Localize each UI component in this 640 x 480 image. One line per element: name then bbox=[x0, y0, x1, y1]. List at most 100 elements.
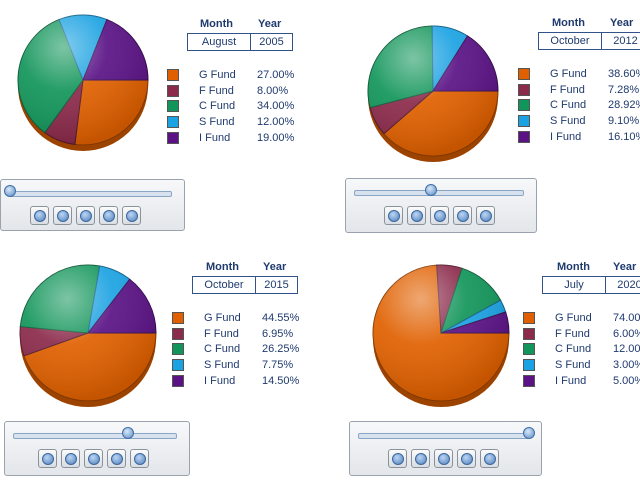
legend-label: I Fund bbox=[204, 374, 236, 387]
last-button[interactable] bbox=[130, 449, 149, 468]
last-button[interactable] bbox=[480, 449, 499, 468]
legend-item: S Fund 12.00% bbox=[167, 116, 297, 130]
first-button[interactable] bbox=[388, 449, 407, 468]
legend-swatch bbox=[518, 99, 530, 112]
timeline-slider[interactable] bbox=[358, 433, 529, 439]
month-header: Month bbox=[206, 261, 239, 273]
rewind-icon bbox=[414, 452, 427, 465]
timeline-slider[interactable] bbox=[354, 190, 524, 196]
rewind-icon bbox=[56, 209, 69, 222]
date-display: August 2005 bbox=[187, 33, 293, 51]
legend-value: 19.00% bbox=[257, 131, 295, 144]
timeline-thumb[interactable] bbox=[523, 427, 535, 439]
legend-label: G Fund bbox=[555, 312, 592, 324]
rewind-button[interactable] bbox=[407, 206, 426, 225]
month-value: October bbox=[193, 277, 256, 293]
legend-value: 8.00% bbox=[257, 84, 289, 97]
timeline-thumb[interactable] bbox=[4, 185, 16, 197]
legend-value: 28.92% bbox=[608, 99, 640, 112]
year-header: Year bbox=[258, 18, 282, 30]
legend-value: 44.55% bbox=[262, 312, 300, 324]
rewind-button[interactable] bbox=[53, 206, 72, 225]
legend-item: I Fund 16.10% bbox=[518, 130, 640, 145]
pie-gloss bbox=[18, 15, 148, 145]
last-icon bbox=[479, 209, 492, 222]
first-icon bbox=[391, 452, 404, 465]
fast-forward-icon bbox=[456, 209, 469, 222]
legend-item: F Fund 6.00% bbox=[523, 327, 640, 342]
fast-forward-icon bbox=[102, 209, 115, 222]
first-button[interactable] bbox=[38, 449, 57, 468]
legend-swatch bbox=[518, 130, 530, 143]
legend-label: I Fund bbox=[550, 130, 582, 143]
pie-chart-3 bbox=[372, 264, 510, 407]
timeline-slider[interactable] bbox=[13, 433, 177, 439]
play-icon bbox=[87, 452, 100, 465]
legend-swatch bbox=[167, 131, 179, 144]
fast-forward-button[interactable] bbox=[453, 206, 472, 225]
legend-value: 27.00% bbox=[257, 69, 295, 81]
playback-controls bbox=[345, 178, 537, 233]
legend-label: I Fund bbox=[199, 131, 231, 144]
last-icon bbox=[483, 452, 496, 465]
rewind-button[interactable] bbox=[411, 449, 430, 468]
first-button[interactable] bbox=[384, 206, 403, 225]
pie-chart-1 bbox=[367, 25, 499, 162]
legend-value: 3.00% bbox=[613, 359, 640, 372]
rewind-icon bbox=[64, 452, 77, 465]
first-icon bbox=[387, 209, 400, 222]
year-value: 2020 bbox=[617, 279, 640, 291]
year-header: Year bbox=[613, 261, 637, 273]
legend-swatch bbox=[518, 68, 530, 80]
legend-item: C Fund 28.92% bbox=[518, 99, 640, 113]
rewind-icon bbox=[410, 209, 423, 222]
last-button[interactable] bbox=[122, 206, 141, 225]
legend-value: 7.75% bbox=[262, 359, 294, 372]
timeline-thumb[interactable] bbox=[122, 427, 135, 439]
play-button[interactable] bbox=[430, 206, 449, 225]
first-icon bbox=[33, 209, 46, 222]
legend-item: C Fund 26.25% bbox=[172, 343, 302, 357]
legend-swatch bbox=[167, 100, 179, 113]
legend-label: C Fund bbox=[199, 100, 236, 113]
legend-item: S Fund 7.75% bbox=[172, 359, 302, 373]
legend-label: G Fund bbox=[550, 68, 587, 80]
legend-value: 14.50% bbox=[262, 374, 300, 387]
legend-swatch bbox=[523, 359, 535, 372]
rewind-button[interactable] bbox=[61, 449, 80, 468]
legend-value: 16.10% bbox=[608, 130, 640, 143]
last-button[interactable] bbox=[476, 206, 495, 225]
playback-controls bbox=[0, 179, 185, 231]
legend-swatch bbox=[172, 327, 184, 340]
fast-forward-button[interactable] bbox=[107, 449, 126, 468]
playback-controls bbox=[4, 421, 190, 476]
month-header: Month bbox=[200, 18, 233, 30]
play-button[interactable] bbox=[434, 449, 453, 468]
timeline-slider[interactable] bbox=[9, 191, 172, 197]
play-button[interactable] bbox=[84, 449, 103, 468]
legend-label: S Fund bbox=[555, 359, 591, 372]
legend-swatch bbox=[523, 343, 535, 356]
legend-item: G Fund 44.55% bbox=[172, 312, 302, 326]
play-button[interactable] bbox=[76, 206, 95, 225]
fast-forward-button[interactable] bbox=[457, 449, 476, 468]
legend-label: S Fund bbox=[550, 115, 586, 128]
legend-label: F Fund bbox=[555, 327, 590, 340]
month-value: August bbox=[188, 34, 251, 50]
legend-value: 7.28% bbox=[608, 83, 640, 96]
pie-gloss bbox=[20, 265, 156, 401]
last-icon bbox=[133, 452, 146, 465]
legend-item: G Fund 74.00% bbox=[523, 312, 640, 326]
legend-value: 38.60% bbox=[608, 68, 640, 80]
pie-gloss bbox=[373, 265, 509, 401]
year-value: 2015 bbox=[264, 279, 289, 291]
fast-forward-button[interactable] bbox=[99, 206, 118, 225]
legend-label: G Fund bbox=[199, 69, 236, 81]
first-button[interactable] bbox=[30, 206, 49, 225]
legend-label: S Fund bbox=[199, 116, 235, 129]
legend-label: F Fund bbox=[550, 83, 585, 96]
legend-swatch bbox=[518, 115, 530, 128]
play-icon bbox=[433, 209, 446, 222]
timeline-thumb[interactable] bbox=[425, 184, 438, 196]
play-icon bbox=[437, 452, 450, 465]
